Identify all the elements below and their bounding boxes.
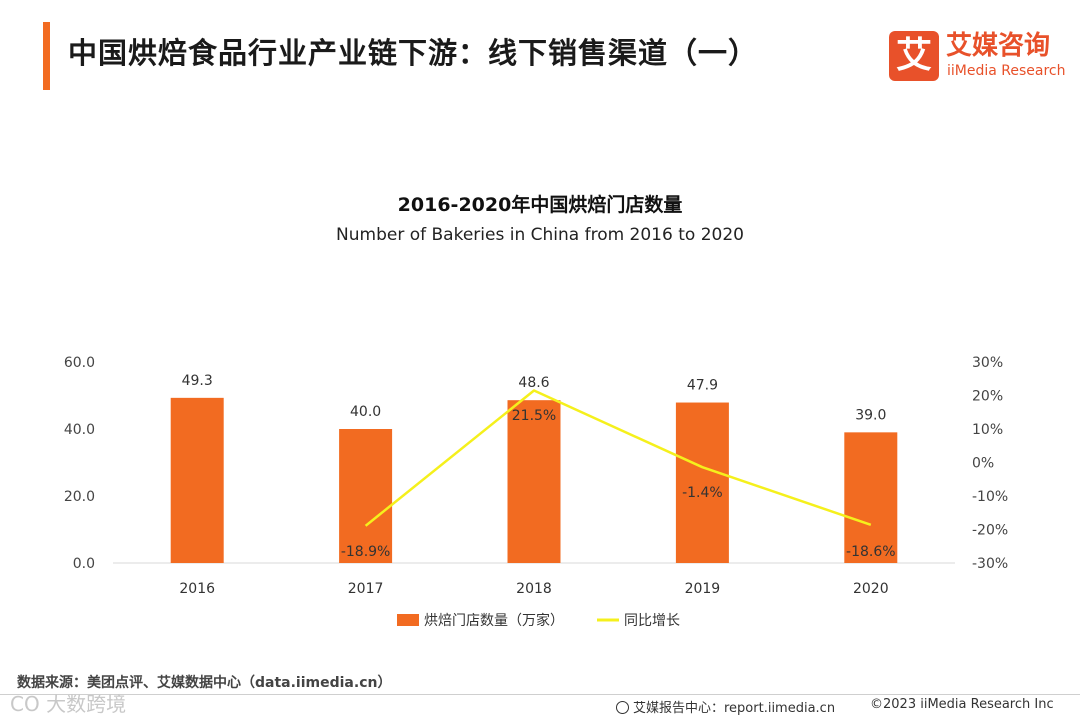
x-tick-label: 2018 [516, 581, 552, 597]
footer-report-text: 艾媒报告中心：report.iimedia.cn [633, 701, 836, 716]
x-tick-label: 2016 [179, 581, 215, 597]
bar [170, 397, 224, 563]
y-right-tick-label: -10% [972, 489, 1008, 505]
footer-report: 艾媒报告中心：report.iimedia.cn [616, 697, 835, 716]
y-right-tick-label: -30% [972, 556, 1008, 572]
footer-copyright: ©2023 iiMedia Research Inc [870, 697, 1054, 712]
bar-value-label: 47.9 [687, 378, 718, 394]
iimedia-logo: 艾 艾媒咨询 iiMedia Research [889, 31, 1066, 83]
bar-value-label: 49.3 [182, 373, 213, 389]
bar-value-label: 48.6 [518, 375, 549, 391]
growth-value-label: -1.4% [682, 485, 723, 501]
y-left-tick-label: 40.0 [64, 422, 95, 438]
y-left-tick-label: 20.0 [64, 489, 95, 505]
y-right-tick-label: -20% [972, 523, 1008, 539]
bar [507, 400, 561, 563]
growth-value-label: -18.9% [341, 544, 391, 560]
x-tick-label: 2017 [348, 581, 384, 597]
growth-value-label: 21.5% [512, 408, 556, 424]
growth-line [364, 389, 872, 527]
chart-title: 2016-2020年中国烘焙门店数量 [397, 194, 683, 216]
x-tick-label: 2020 [853, 581, 889, 597]
legend-line-label: 同比增长 [624, 613, 680, 629]
y-right-tick-label: 20% [972, 389, 1003, 405]
legend-bar-swatch [397, 614, 419, 626]
watermark: CO 大数跨境 [10, 692, 127, 716]
chart-subtitle: Number of Bakeries in China from 2016 to… [336, 225, 744, 245]
logo-name-en: iiMedia Research [947, 63, 1066, 79]
bar [844, 432, 898, 563]
title-accent-bar [43, 22, 50, 90]
bar-value-label: 39.0 [855, 407, 886, 423]
globe-icon [616, 701, 629, 714]
page-title: 中国烘焙食品行业产业链下游：线下销售渠道（一） [68, 36, 759, 70]
y-right-tick-label: 0% [972, 456, 994, 472]
x-tick-label: 2019 [685, 581, 721, 597]
logo-name-cn: 艾媒咨询 [946, 31, 1051, 61]
y-right-tick-label: 10% [972, 422, 1003, 438]
legend-bar-label: 烘焙门店数量（万家） [424, 612, 564, 629]
footer-divider [0, 694, 1080, 695]
y-left-tick-label: 0.0 [73, 556, 95, 572]
logo-mark-icon: 艾 [889, 31, 939, 81]
bar [675, 402, 729, 563]
growth-value-label: -18.6% [846, 544, 896, 560]
y-right-tick-label: 30% [972, 355, 1003, 371]
bar-value-label: 40.0 [350, 404, 381, 420]
data-source: 数据来源：美团点评、艾媒数据中心（data.iimedia.cn） [17, 675, 392, 691]
bar [339, 429, 393, 563]
y-left-tick-label: 60.0 [64, 355, 95, 371]
